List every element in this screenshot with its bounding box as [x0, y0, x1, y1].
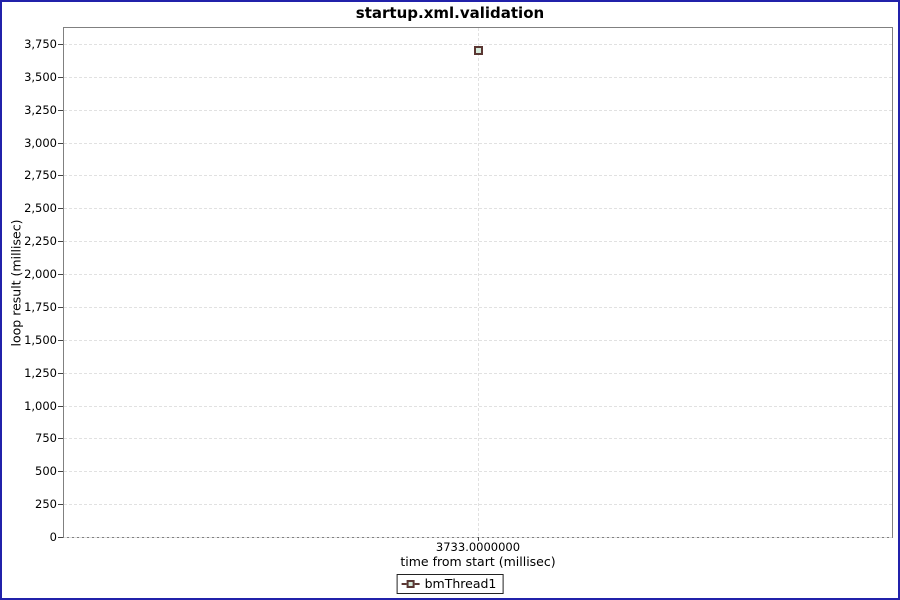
y-tick-label: 1,500	[24, 332, 57, 347]
y-tick-mark	[58, 372, 63, 374]
y-tick-label: 3,250	[24, 102, 57, 117]
y-tick-mark	[58, 142, 63, 144]
y-tick-mark	[58, 306, 63, 308]
x-tick-mark	[478, 537, 479, 541]
y-tick-mark	[58, 274, 63, 276]
y-tick-label: 2,500	[24, 201, 57, 216]
y-tick-label: 2,250	[24, 234, 57, 249]
y-tick-mark	[58, 44, 63, 45]
y-tick-mark	[58, 405, 63, 407]
y-tick-mark	[58, 537, 63, 538]
y-tick-mark	[58, 504, 63, 506]
y-tick-label: 3,500	[24, 69, 57, 84]
series-line-left	[401, 583, 407, 585]
y-tick-mark	[58, 339, 63, 341]
y-axis-title: loop result (millisec)	[8, 219, 24, 347]
legend: bmThread1	[396, 574, 504, 594]
x-axis-title: time from start (millisec)	[400, 554, 556, 569]
y-tick-label: 1,000	[24, 398, 57, 413]
y-tick-label: 1,750	[24, 299, 57, 314]
y-tick-mark	[58, 438, 63, 440]
y-tick-mark	[58, 208, 63, 210]
x-gridline	[478, 28, 479, 536]
series-line-right	[414, 583, 420, 585]
data-point-marker	[473, 46, 483, 56]
series-square-glyph	[406, 580, 415, 588]
y-tick-label: 3,750	[24, 37, 57, 51]
y-tick-mark	[58, 76, 63, 78]
y-tick-mark	[58, 471, 63, 473]
y-tick-label: 0	[49, 530, 57, 544]
y-tick-label: 750	[35, 431, 57, 446]
y-tick-label: 500	[35, 464, 57, 479]
y-tick-label: 3,000	[24, 135, 57, 150]
x-axis-tick-label: 3733.0000000	[435, 540, 521, 554]
legend-series-label: bmThread1	[424, 576, 497, 591]
y-tick-label: 1,250	[24, 365, 57, 380]
y-tick-mark	[58, 175, 63, 177]
y-tick-label: 250	[35, 497, 57, 512]
chart-title: startup.xml.validation	[355, 4, 545, 22]
y-tick-mark	[58, 241, 63, 243]
y-tick-label: 2,750	[24, 168, 57, 183]
series-marker-icon	[401, 580, 420, 588]
y-tick-label: 2,000	[24, 267, 57, 282]
y-tick-mark	[58, 109, 63, 111]
